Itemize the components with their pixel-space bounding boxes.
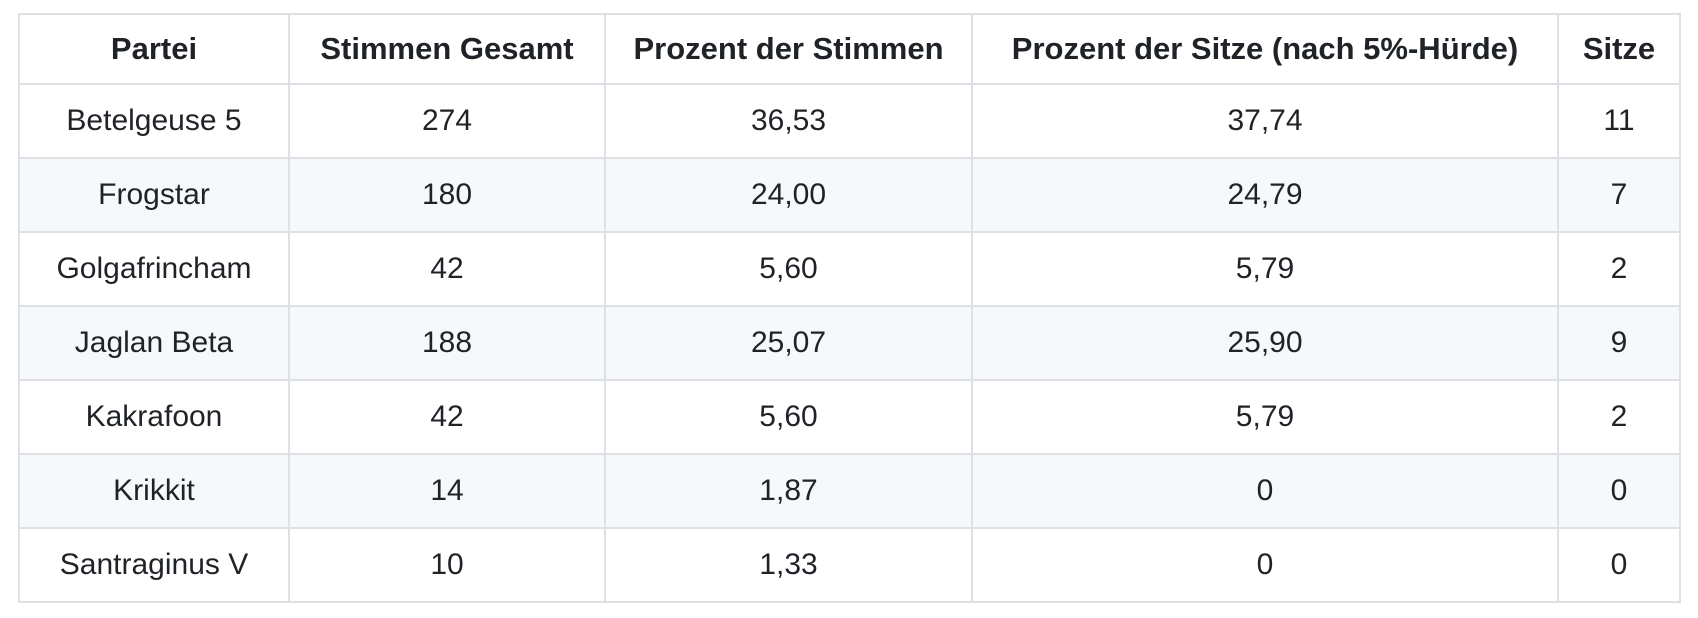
table-row-santraginus-v: Santraginus V 10 1,33 0 0	[18, 527, 1681, 603]
header-prozent-stimmen: Prozent der Stimmen	[604, 13, 973, 85]
cell-prozent-stimmen: 36,53	[604, 83, 973, 159]
cell-prozent-stimmen: 24,00	[604, 157, 973, 233]
header-sitze: Sitze	[1557, 13, 1681, 85]
table-row-kakrafoon: Kakrafoon 42 5,60 5,79 2	[18, 379, 1681, 455]
cell-stimmen-gesamt: 274	[288, 83, 606, 159]
cell-partei: Kakrafoon	[18, 379, 290, 455]
cell-prozent-sitze: 24,79	[971, 157, 1559, 233]
header-prozent-sitze: Prozent der Sitze (nach 5%-Hürde)	[971, 13, 1559, 85]
cell-sitze: 7	[1557, 157, 1681, 233]
cell-partei: Betelgeuse 5	[18, 83, 290, 159]
cell-stimmen-gesamt: 14	[288, 453, 606, 529]
cell-prozent-stimmen: 1,87	[604, 453, 973, 529]
cell-prozent-stimmen: 1,33	[604, 527, 973, 603]
cell-prozent-stimmen: 25,07	[604, 305, 973, 381]
cell-sitze: 0	[1557, 527, 1681, 603]
cell-partei: Frogstar	[18, 157, 290, 233]
cell-prozent-sitze: 25,90	[971, 305, 1559, 381]
cell-sitze: 9	[1557, 305, 1681, 381]
cell-sitze: 2	[1557, 231, 1681, 307]
cell-stimmen-gesamt: 180	[288, 157, 606, 233]
cell-prozent-sitze: 0	[971, 527, 1559, 603]
cell-stimmen-gesamt: 10	[288, 527, 606, 603]
cell-partei: Golgafrincham	[18, 231, 290, 307]
cell-stimmen-gesamt: 42	[288, 379, 606, 455]
header-partei: Partei	[18, 13, 290, 85]
cell-prozent-stimmen: 5,60	[604, 231, 973, 307]
table-row-betelgeuse-5: Betelgeuse 5 274 36,53 37,74 11	[18, 83, 1681, 159]
cell-prozent-sitze: 37,74	[971, 83, 1559, 159]
cell-prozent-sitze: 5,79	[971, 379, 1559, 455]
cell-sitze: 2	[1557, 379, 1681, 455]
cell-partei: Krikkit	[18, 453, 290, 529]
cell-sitze: 0	[1557, 453, 1681, 529]
table-row-jaglan-beta: Jaglan Beta 188 25,07 25,90 9	[18, 305, 1681, 381]
cell-stimmen-gesamt: 188	[288, 305, 606, 381]
header-stimmen-gesamt: Stimmen Gesamt	[288, 13, 606, 85]
cell-partei: Jaglan Beta	[18, 305, 290, 381]
header-row: Partei Stimmen Gesamt Prozent der Stimme…	[18, 13, 1681, 85]
table-row-frogstar: Frogstar 180 24,00 24,79 7	[18, 157, 1681, 233]
table-row-golgafrincham: Golgafrincham 42 5,60 5,79 2	[18, 231, 1681, 307]
cell-prozent-stimmen: 5,60	[604, 379, 973, 455]
table-body: Betelgeuse 5 274 36,53 37,74 11 Frogstar…	[18, 83, 1681, 603]
cell-partei: Santraginus V	[18, 527, 290, 603]
cell-prozent-sitze: 5,79	[971, 231, 1559, 307]
cell-prozent-sitze: 0	[971, 453, 1559, 529]
table-header: Partei Stimmen Gesamt Prozent der Stimme…	[18, 13, 1681, 85]
cell-sitze: 11	[1557, 83, 1681, 159]
cell-stimmen-gesamt: 42	[288, 231, 606, 307]
election-results-table: Partei Stimmen Gesamt Prozent der Stimme…	[18, 13, 1681, 603]
table-row-krikkit: Krikkit 14 1,87 0 0	[18, 453, 1681, 529]
